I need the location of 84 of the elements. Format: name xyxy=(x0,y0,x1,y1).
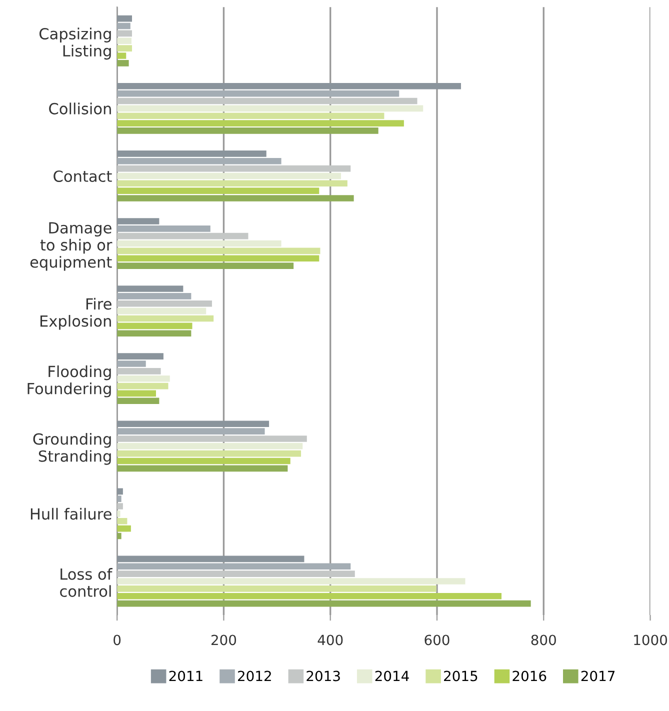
bar xyxy=(117,308,206,314)
bar xyxy=(117,128,378,134)
bar xyxy=(117,232,248,240)
bar xyxy=(117,226,210,232)
y-tick-label: Grounding Stranding xyxy=(33,432,111,465)
bar xyxy=(117,390,156,397)
bar xyxy=(117,586,436,592)
y-tick-label: Hull failure xyxy=(30,508,112,520)
bar xyxy=(117,248,320,254)
bar xyxy=(117,428,265,434)
bar xyxy=(117,120,404,126)
bar xyxy=(117,420,270,428)
bar xyxy=(117,563,351,570)
y-tick-label: Capsizing Listing xyxy=(39,28,111,60)
bar xyxy=(117,195,354,202)
bar xyxy=(117,525,131,532)
y-tick-label: Damage to ship or equipment xyxy=(30,222,112,271)
bar xyxy=(117,45,132,52)
bar xyxy=(117,286,184,292)
x-tick-label: 0 xyxy=(114,634,121,646)
x-tick-label: 600 xyxy=(424,634,450,646)
x-tick-label: 400 xyxy=(318,634,343,646)
bar xyxy=(117,330,192,337)
bar xyxy=(117,90,400,97)
bar xyxy=(117,315,214,322)
legend-label: 2016 xyxy=(512,670,546,682)
x-tick-label: 800 xyxy=(531,634,556,646)
legend-label: 2017 xyxy=(581,670,615,682)
bar xyxy=(117,375,170,382)
bar xyxy=(117,218,160,224)
legend-label: 2015 xyxy=(444,670,478,682)
bar xyxy=(117,30,132,37)
legend-label: 2014 xyxy=(375,670,409,682)
bar xyxy=(117,442,303,450)
bar xyxy=(117,60,129,66)
legend-label: 2012 xyxy=(238,670,271,682)
bar xyxy=(117,382,168,390)
bar xyxy=(117,300,212,307)
bar xyxy=(117,322,192,330)
x-tick-label: 1000 xyxy=(634,634,668,646)
bar xyxy=(117,165,351,172)
bar xyxy=(117,188,320,194)
y-tick-label: Loss of control xyxy=(60,568,113,597)
y-tick-label: Contact xyxy=(54,170,112,182)
bar xyxy=(117,496,122,502)
bar xyxy=(117,353,164,360)
bar xyxy=(117,22,130,30)
bar xyxy=(117,458,290,464)
bar xyxy=(117,180,348,187)
bar xyxy=(117,510,120,517)
bar xyxy=(117,150,266,157)
bar xyxy=(117,112,384,120)
bar xyxy=(117,255,320,262)
bar xyxy=(117,82,461,90)
bar xyxy=(117,105,424,112)
bar xyxy=(117,293,192,300)
y-tick-label: Flooding Foundering xyxy=(28,365,111,398)
bar xyxy=(117,600,531,607)
bar xyxy=(117,436,307,442)
bar xyxy=(117,556,304,562)
bar xyxy=(117,368,161,374)
bar xyxy=(117,450,302,457)
bar xyxy=(117,578,466,584)
bar xyxy=(117,570,355,577)
bar xyxy=(117,98,418,104)
bar xyxy=(117,465,288,472)
bar xyxy=(117,15,132,22)
bar xyxy=(117,398,160,404)
bar xyxy=(117,592,502,600)
bar xyxy=(117,360,146,367)
bar xyxy=(117,262,294,269)
y-tick-label: Fire Explosion xyxy=(40,298,112,330)
bar xyxy=(117,518,128,524)
legend-label: 2011 xyxy=(169,670,202,682)
bar xyxy=(117,240,282,247)
bar xyxy=(117,503,123,510)
bar xyxy=(117,488,123,495)
x-tick-label: 200 xyxy=(211,634,236,646)
y-tick-label: Collision xyxy=(49,102,111,114)
bar xyxy=(117,38,132,44)
bar xyxy=(117,158,282,164)
bar xyxy=(117,52,126,59)
legend-label: 2013 xyxy=(306,670,340,682)
bar xyxy=(117,172,342,180)
